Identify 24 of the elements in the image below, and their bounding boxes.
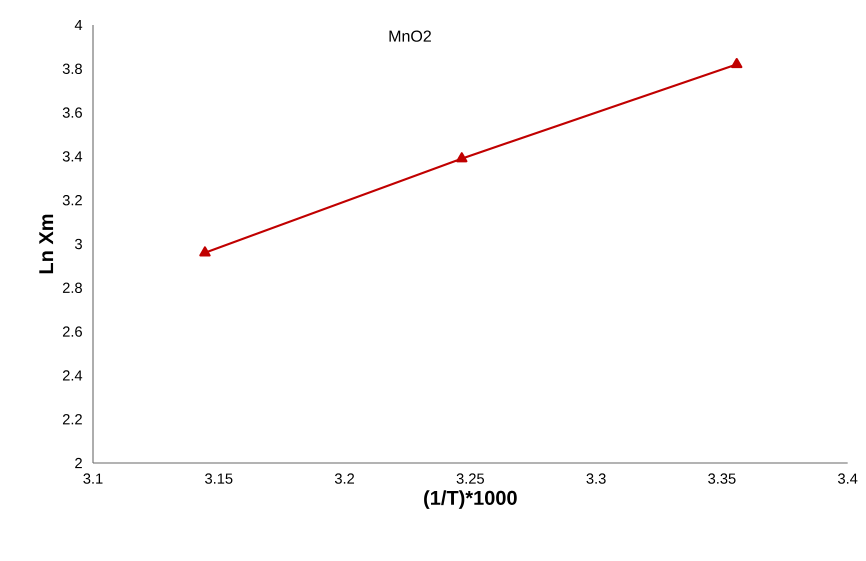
x-tick-label: 3.1 xyxy=(83,473,102,484)
x-tick-label: 3.3 xyxy=(586,473,606,484)
point xyxy=(199,246,211,256)
y-tick-label: 2.6 xyxy=(62,326,82,337)
x-tick-label: 3.15 xyxy=(205,473,232,484)
x-tick-label: 3.25 xyxy=(456,473,484,484)
y-tick-label: 2.8 xyxy=(62,282,82,293)
x-tick-label: 3.2 xyxy=(334,473,354,484)
y-tick-label: 4 xyxy=(74,20,82,30)
x-tick-label: 3.35 xyxy=(708,473,736,484)
y-tick-label: 2.4 xyxy=(62,370,82,381)
y-tick-label: 3.8 xyxy=(62,64,82,74)
y-tick-label: 3.2 xyxy=(62,195,82,206)
point xyxy=(731,58,742,68)
point xyxy=(456,152,468,162)
y-axis-title: Ln Xm xyxy=(39,214,54,274)
x-tick-label: 3.4 xyxy=(838,473,858,484)
y-tick-label: 3.6 xyxy=(62,107,82,118)
y-tick-label: 3.4 xyxy=(62,151,82,162)
y-tick-label: 2 xyxy=(75,458,82,468)
y-tick-label: 2.2 xyxy=(62,414,82,424)
x-axis-title: (1/T)*1000 xyxy=(424,490,517,509)
chart-title: MnO2 xyxy=(389,30,431,42)
y-tick-label: 3 xyxy=(75,238,82,250)
